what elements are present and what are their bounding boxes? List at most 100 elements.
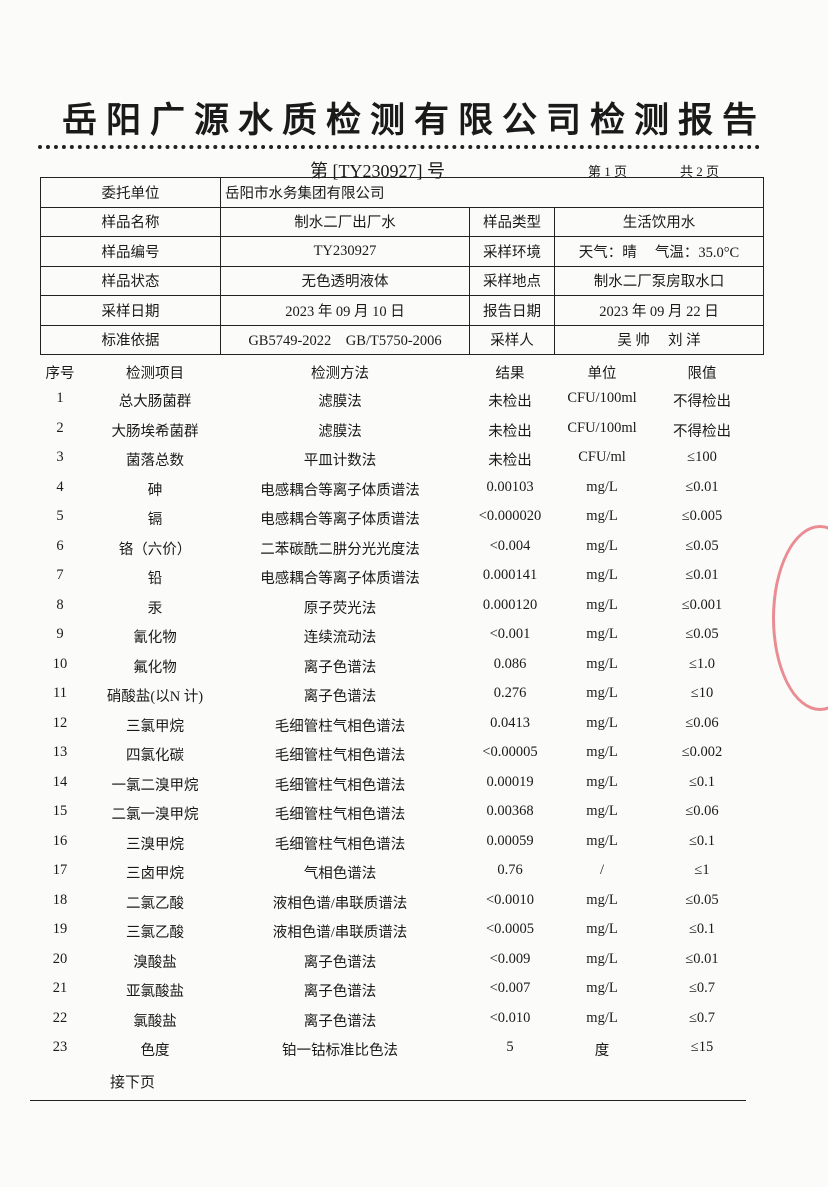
result-cell: 14 [52, 773, 68, 790]
result-cell: mg/L [586, 803, 618, 819]
result-cell: mg/L [586, 537, 618, 554]
result-cell: 0.76 [497, 862, 523, 878]
info-cell: 天气：晴 气温：35.0°C [554, 236, 764, 267]
result-cell: 0.276 [493, 685, 527, 701]
result-cell: ≤0.06 [685, 714, 719, 731]
result-cell: 7 [56, 567, 64, 583]
result-cell: 色度 [140, 1043, 170, 1059]
result-cell: mg/L [586, 891, 618, 908]
report-number: 第 [TY230927] 号 [310, 161, 445, 181]
result-cell: 未检出 [488, 423, 532, 440]
result-cell: 13 [52, 744, 68, 760]
info-cell: 采样人 [469, 324, 555, 355]
result-cell: 镉 [147, 512, 163, 528]
result-cell: 0.000120 [482, 596, 538, 613]
info-cell: 样品名称 [40, 206, 221, 237]
info-table: 委托单位 岳阳市水务集团有限公司 样品名称 制水二厂出厂水 样品类型 生活饮用水 样品编号 T… [40, 177, 764, 355]
result-cell: 铬（六价） [118, 541, 192, 558]
result-cell: 2 [56, 419, 64, 436]
result-cell: 3 [56, 449, 64, 465]
column-header: 结果 [495, 366, 525, 382]
result-cell: 未检出 [488, 394, 532, 410]
result-cell: 亚氯酸盐 [126, 984, 184, 1000]
report-title: 岳阳广源水质检测有限公司检测报告 [61, 101, 766, 141]
result-cell: 0.00103 [486, 478, 534, 495]
result-cell: <0.009 [489, 950, 531, 967]
result-cell: ≤0.05 [685, 626, 719, 642]
result-cell: 22 [52, 1009, 68, 1026]
result-cell: 铅 [147, 571, 163, 587]
result-cell: 1 [56, 390, 64, 406]
column-header: 检测方法 [311, 366, 369, 382]
info-cell: 2023 年 09 月 10 日 [220, 295, 470, 326]
info-row: 委托单位 岳阳市水务集团有限公司 [40, 177, 764, 208]
result-cell: 电感耦合等离子体质谱法 [260, 482, 420, 499]
result-cell: 不得检出 [673, 423, 731, 440]
result-cell: ≤0.1 [688, 921, 716, 937]
result-cell: 18 [52, 891, 68, 908]
result-cell: <0.007 [489, 980, 531, 996]
info-row: 样品名称 制水二厂出厂水 样品类型 生活饮用水 [40, 206, 764, 237]
result-cell: 8 [56, 596, 64, 613]
result-cell: mg/L [586, 478, 618, 495]
result-cell: ≤0.1 [688, 832, 716, 849]
result-cell: ≤0.01 [685, 478, 719, 495]
result-cell: ≤100 [687, 449, 717, 465]
result-cell: 4 [56, 478, 64, 495]
result-cell: CFU/ml [578, 449, 626, 465]
result-cell: 氰化物 [133, 630, 177, 646]
info-cell: 岳阳市水务集团有限公司 [220, 177, 764, 208]
result-cell: <0.00005 [482, 744, 538, 760]
column-header: 限值 [687, 366, 717, 382]
footer-rule [30, 1100, 746, 1101]
info-cell: 报告日期 [469, 295, 555, 326]
result-cell: 度 [594, 1043, 610, 1059]
result-cell: 毛细管柱气相色谱法 [274, 807, 406, 823]
result-cell: 离子色谱法 [303, 1013, 377, 1030]
result-cell: 二氯一溴甲烷 [111, 807, 199, 823]
result-cell: 菌落总数 [126, 453, 184, 469]
result-cell: mg/L [586, 596, 618, 613]
seal [772, 525, 828, 711]
result-cell: 9 [56, 626, 64, 642]
result-cell: 20 [52, 950, 68, 967]
result-cell: 总大肠菌群 [118, 394, 192, 410]
info-cell: 采样地点 [469, 265, 555, 296]
result-cell: ≤0.05 [685, 891, 719, 908]
result-cell: 不得检出 [673, 394, 731, 410]
result-cell: mg/L [586, 744, 618, 760]
result-cell: 毛细管柱气相色谱法 [274, 718, 406, 735]
info-cell: 2023 年 09 月 22 日 [554, 295, 764, 326]
result-cell: CFU/100ml [567, 419, 637, 436]
info-cell: 样品状态 [40, 265, 221, 296]
result-cell: mg/L [586, 508, 618, 524]
column-header: 序号 [45, 366, 75, 382]
result-cell: 液相色谱/串联质谱法 [272, 925, 408, 941]
result-cell: 12 [52, 714, 68, 731]
result-cell: mg/L [586, 773, 618, 790]
result-cell: 23 [52, 1039, 68, 1055]
info-cell: 生活饮用水 [554, 206, 764, 237]
result-cell: ≤0.06 [685, 803, 719, 819]
result-cell: 二氯乙酸 [126, 895, 184, 912]
result-cell: 10 [52, 655, 68, 672]
result-cell: 砷 [147, 482, 163, 499]
result-cell: ≤0.005 [681, 508, 723, 524]
result-cell: / [599, 862, 605, 878]
info-cell: 标准依据 [40, 324, 221, 355]
result-cell: 0.086 [493, 655, 527, 672]
result-cell: 17 [52, 862, 68, 878]
result-cell: <0.0010 [485, 891, 535, 908]
info-row: 样品状态 无色透明液体 采样地点 制水二厂泵房取水口 [40, 265, 764, 296]
column-header: 单位 [587, 366, 617, 382]
info-cell: 无色透明液体 [220, 265, 470, 296]
info-cell: GB5749-2022 GB/T5750-2006 [220, 324, 470, 355]
result-cell: ≤0.05 [685, 537, 719, 554]
result-cell: ≤1 [694, 862, 710, 878]
result-cell: 一氯二溴甲烷 [111, 777, 199, 794]
result-cell: <0.010 [489, 1009, 531, 1026]
result-cell: mg/L [586, 685, 618, 701]
result-cell: 毛细管柱气相色谱法 [274, 777, 406, 794]
result-cell: 三氯乙酸 [126, 925, 184, 941]
